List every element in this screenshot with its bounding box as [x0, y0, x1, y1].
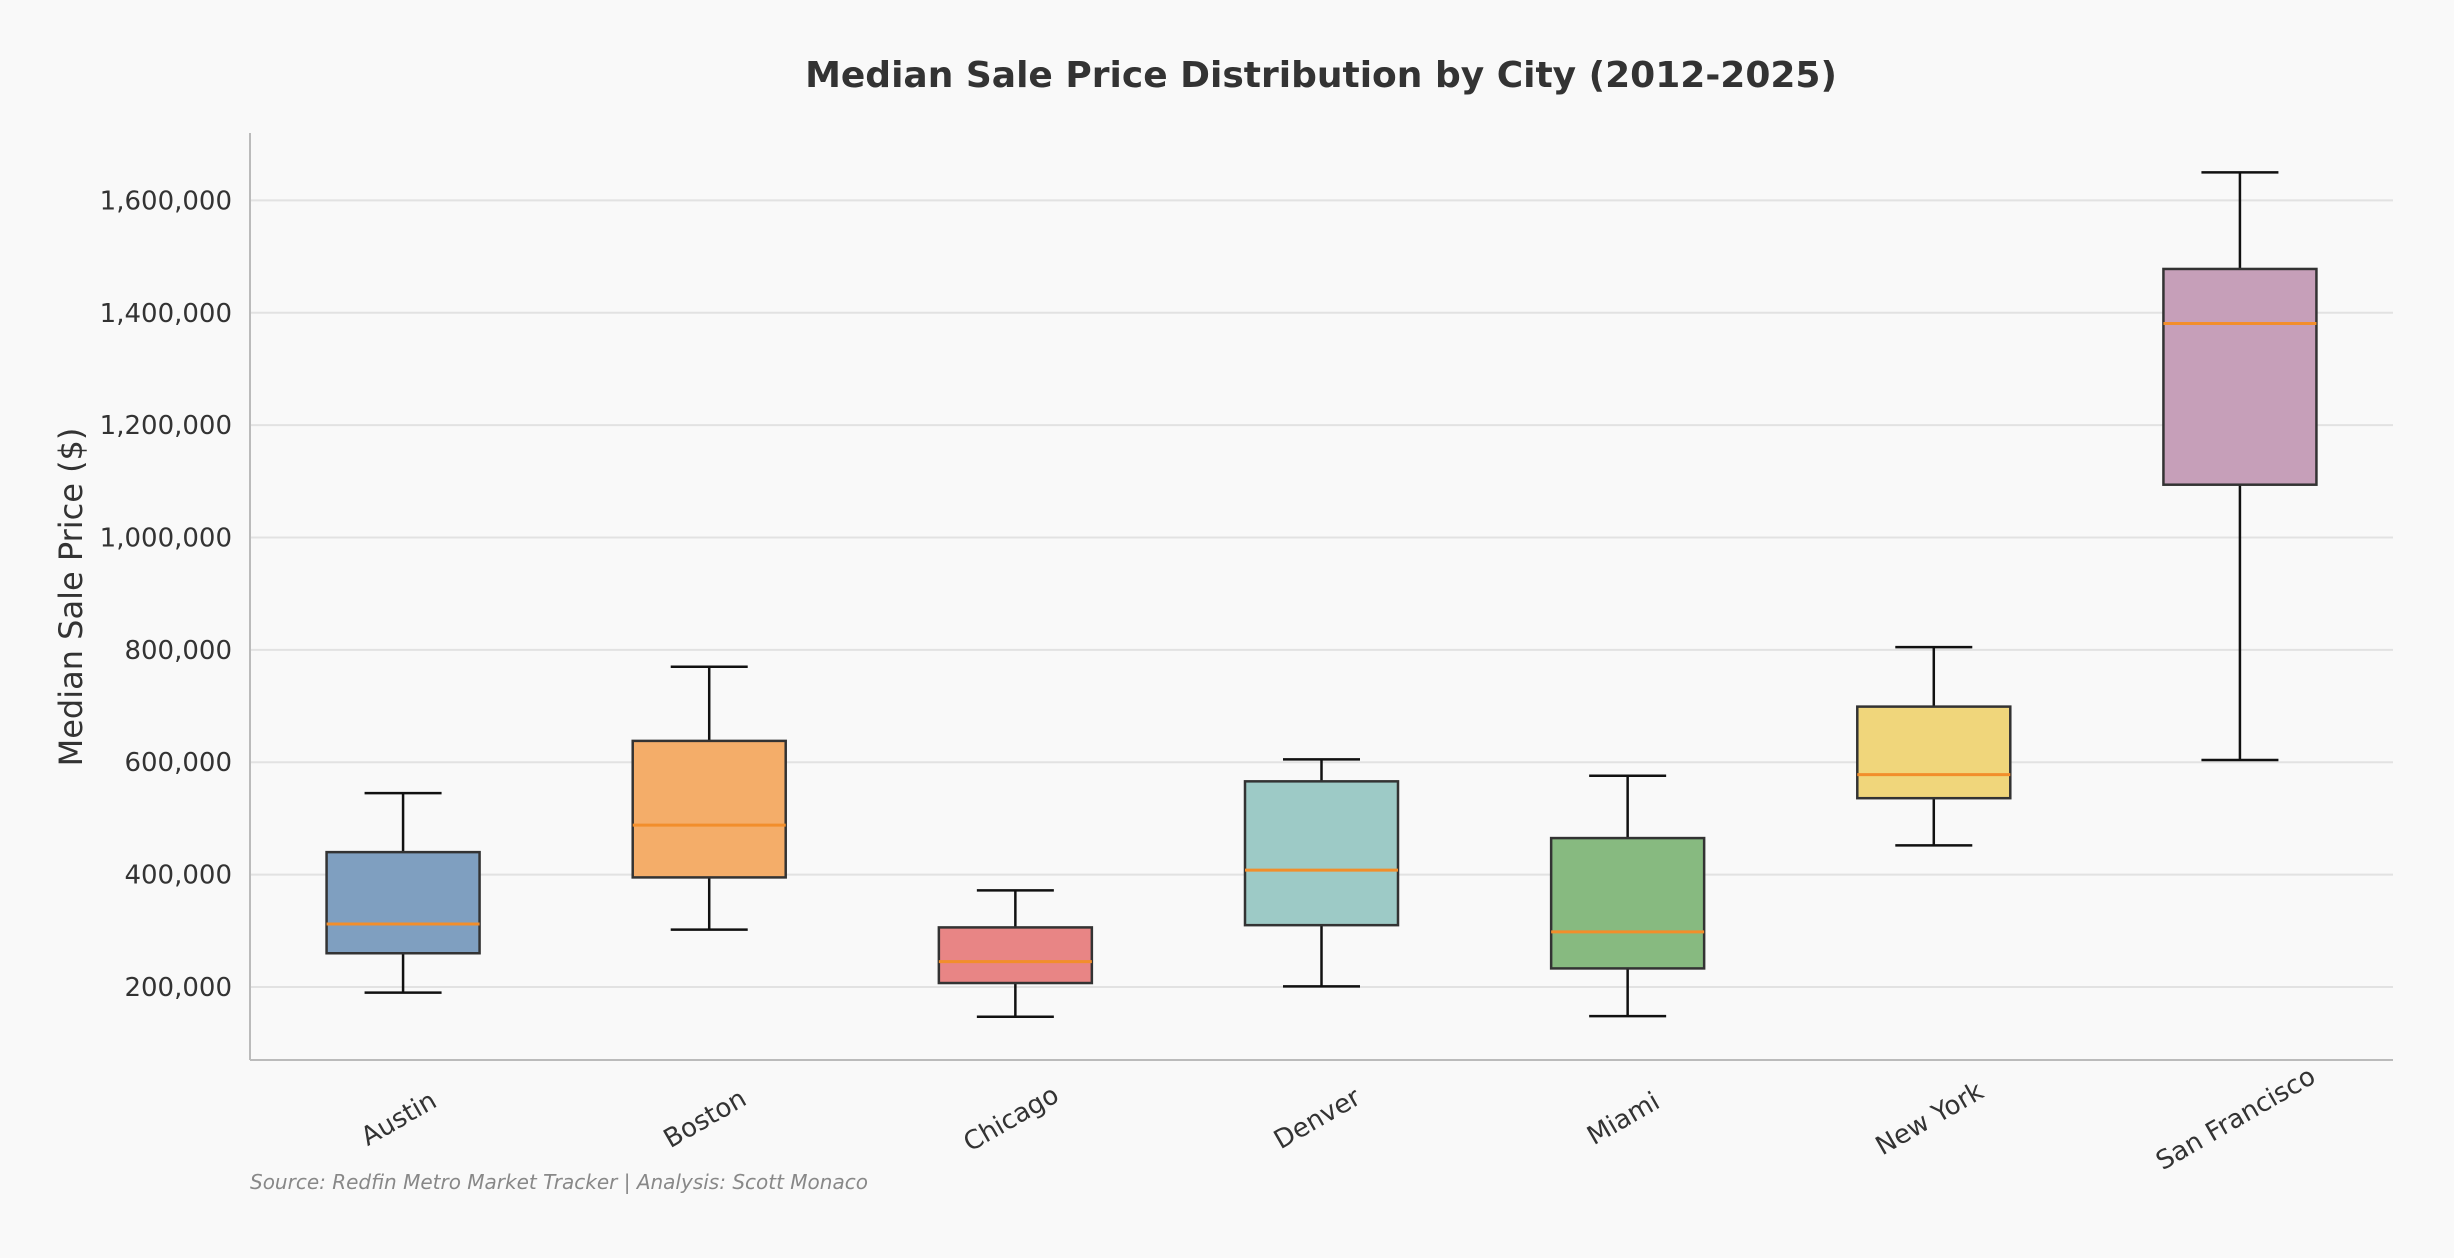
y-tick-label: 600,000: [124, 748, 232, 778]
iqr-box: [1856, 705, 2012, 800]
x-tick-label: Miami: [1582, 1087, 1665, 1152]
box-denver: [1243, 758, 1400, 988]
x-tick-label: Chicago: [959, 1080, 1064, 1158]
iqr-box: [2162, 267, 2318, 486]
box-chicago: [937, 889, 1094, 1018]
box-san-francisco: [2162, 171, 2318, 762]
x-tick-label: Austin: [356, 1086, 442, 1153]
x-tick-label: Denver: [1269, 1082, 1366, 1155]
y-tick-label: 800,000: [124, 636, 232, 666]
iqr-box: [1243, 780, 1400, 927]
iqr-box: [325, 850, 481, 955]
y-tick-label: 1,200,000: [100, 411, 232, 441]
y-tick-label: 1,000,000: [100, 524, 232, 554]
source-note: Source: Redfin Metro Market Tracker | An…: [250, 1170, 868, 1194]
chart-title: Median Sale Price Distribution by City (…: [805, 55, 1837, 96]
box-miami: [1549, 774, 1706, 1018]
x-tick-label: New York: [1871, 1076, 1989, 1162]
iqr-box: [937, 926, 1094, 985]
y-tick-label: 400,000: [124, 861, 232, 891]
x-tick-labels: Austin Boston Chicago Denver Miami New York Sa…: [356, 1061, 2321, 1176]
box-boston: [631, 665, 787, 931]
x-tick-label: San Francisco: [2151, 1061, 2321, 1176]
iqr-box: [631, 739, 787, 879]
y-tick-label: 200,000: [124, 973, 232, 1003]
x-tick-label: Boston: [659, 1084, 752, 1155]
y-tick-label: 1,600,000: [100, 186, 232, 216]
box-austin: [325, 791, 481, 994]
box-new-york: [1856, 645, 2012, 847]
axes: [249, 133, 2393, 1061]
y-axis-label: Median Sale Price ($): [52, 428, 90, 767]
y-tick-labels: 200,000 400,000 600,000 800,000 1,000,000 1,2…: [100, 186, 232, 1003]
boxes: [325, 171, 2318, 1018]
y-tick-label: 1,400,000: [100, 299, 232, 329]
iqr-box: [1549, 836, 1706, 970]
